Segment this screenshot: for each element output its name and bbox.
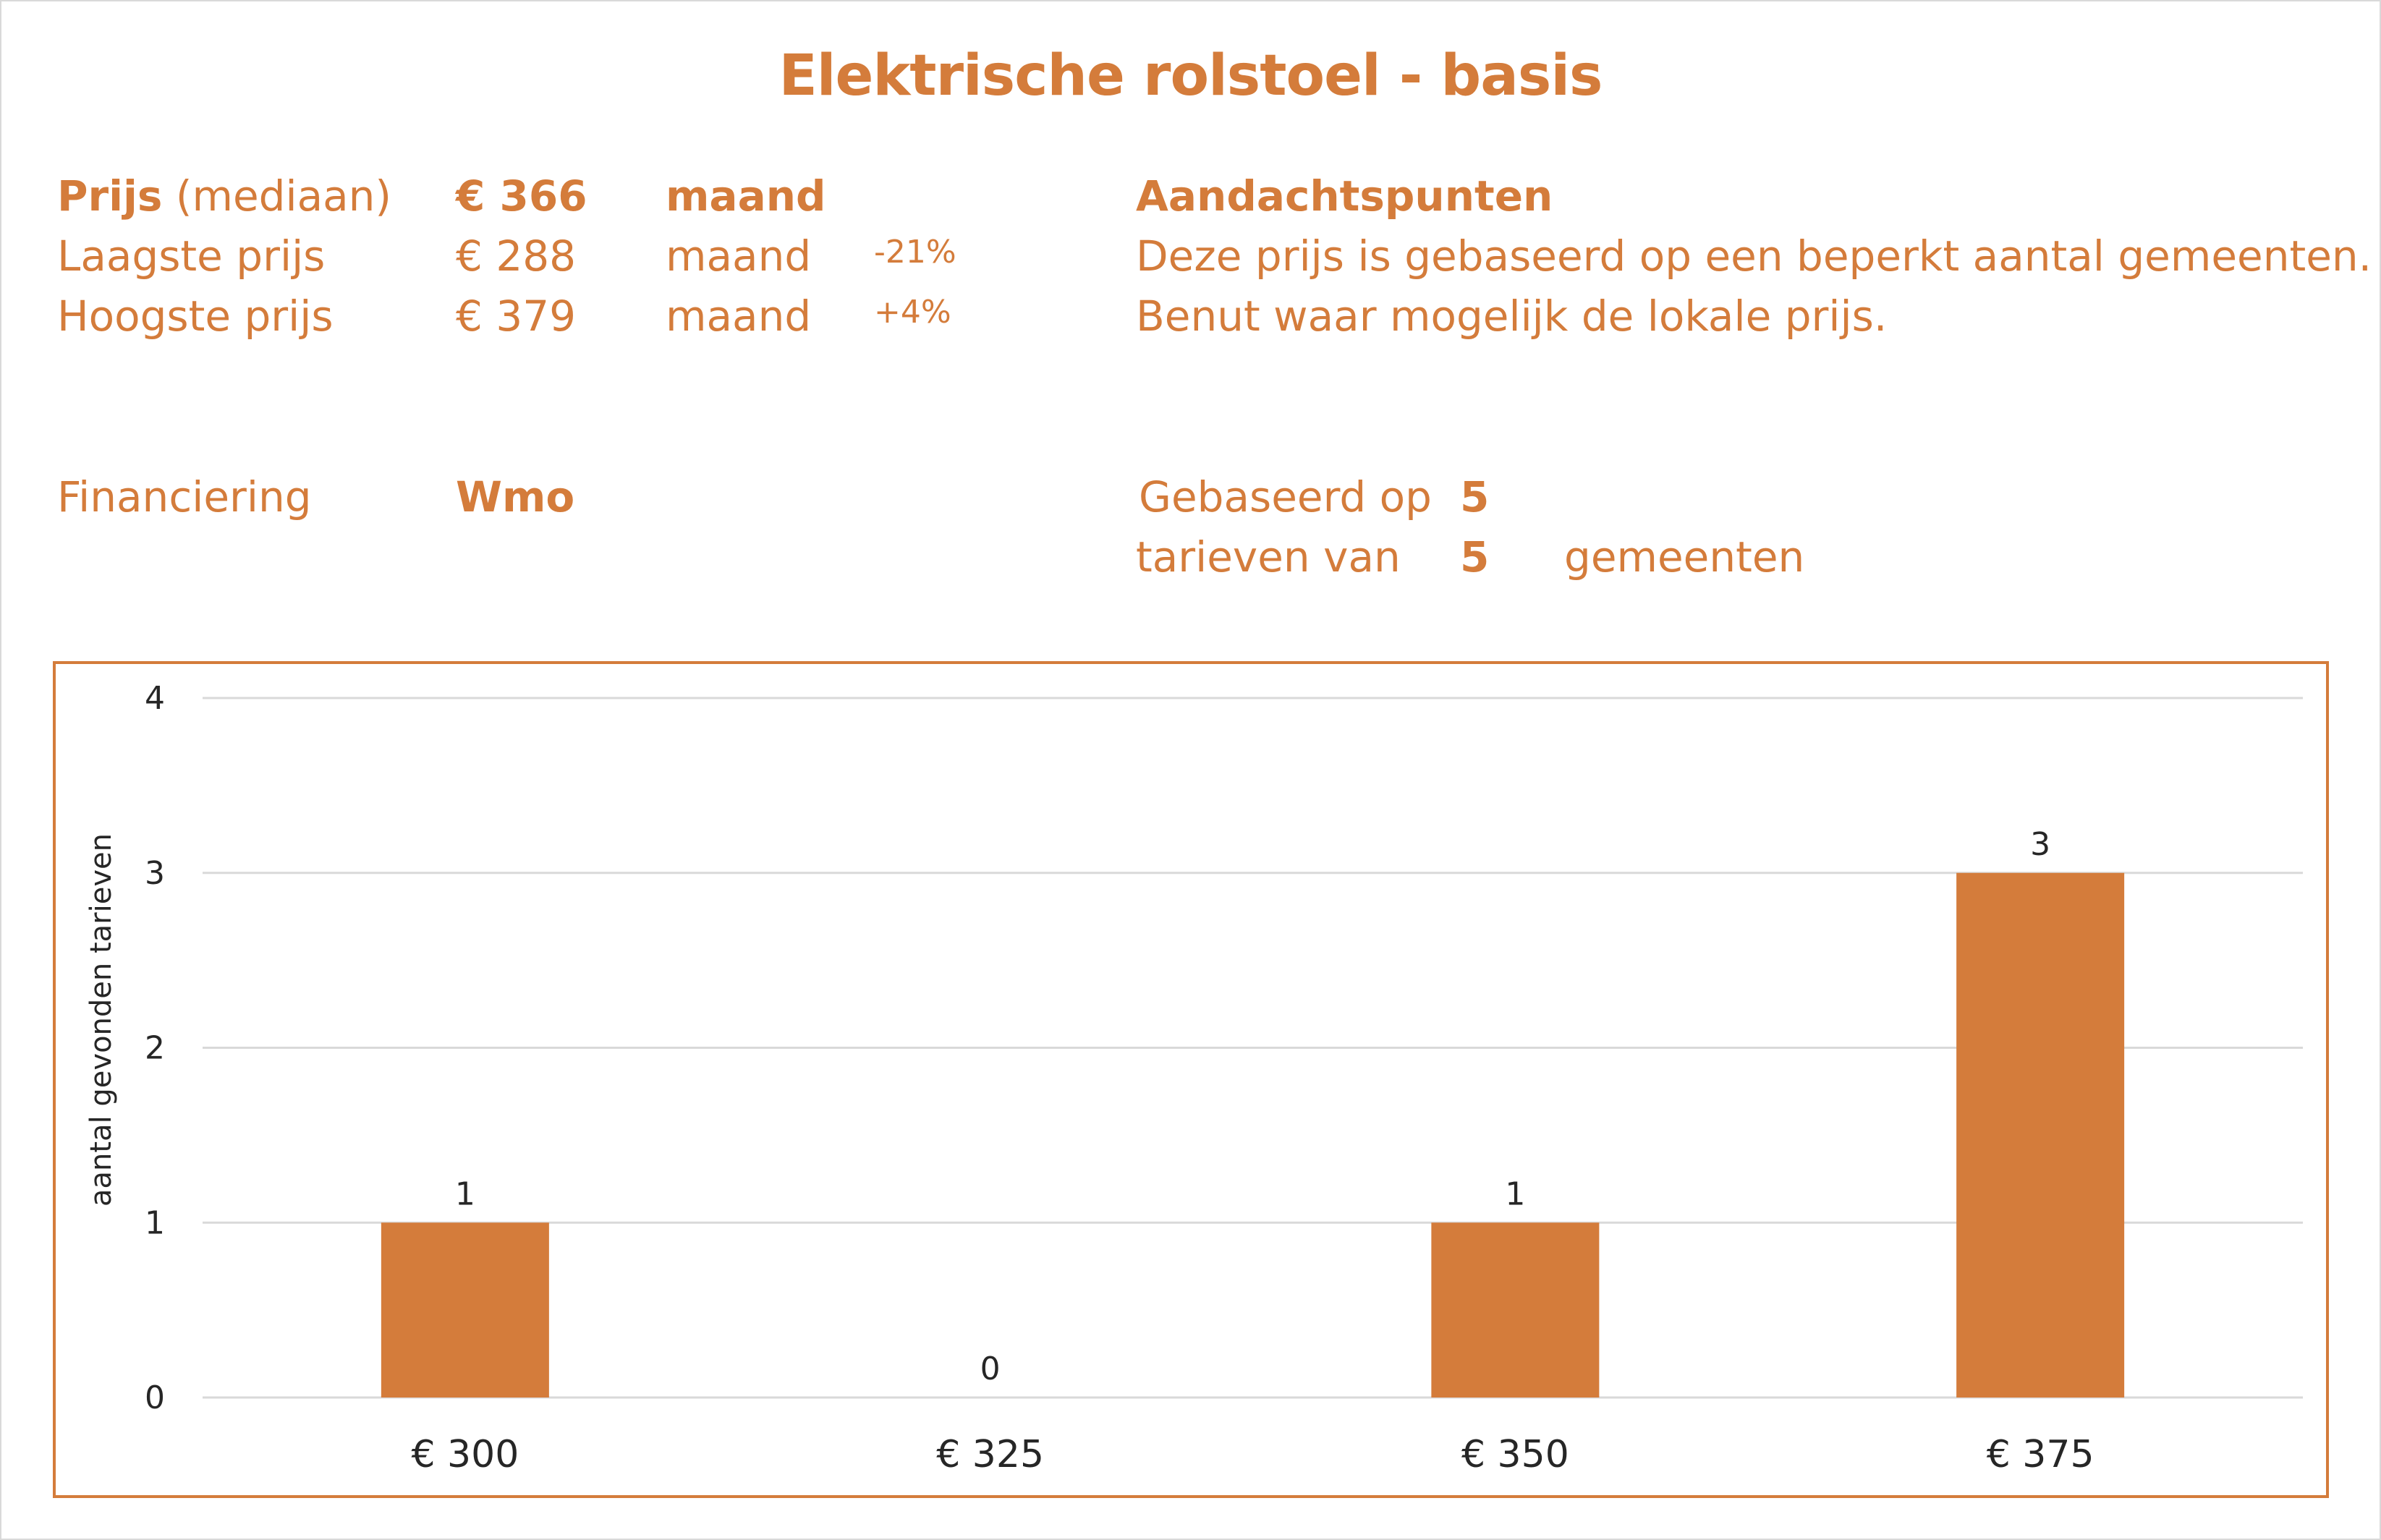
financing-label: Financiering	[57, 472, 312, 522]
y-tick-label: 2	[145, 1030, 165, 1067]
y-tick-label: 1	[145, 1204, 165, 1241]
municipalities-count: 5	[1460, 532, 1490, 582]
lowest-unit: maand	[666, 231, 812, 281]
chart-frame	[53, 661, 2329, 1498]
x-tick-label: € 375	[1987, 1433, 2094, 1476]
x-tick-label: € 325	[936, 1433, 1044, 1476]
x-tick-label: € 350	[1461, 1433, 1569, 1476]
highest-label: Hoogste prijs	[57, 292, 334, 341]
y-tick-label: 4	[145, 680, 165, 717]
bar	[1431, 1222, 1600, 1398]
median-value: € 366	[456, 171, 587, 221]
median-label-rest: (mediaan)	[175, 171, 392, 221]
municipalities-label: gemeenten	[1564, 532, 1805, 582]
y-tick-label: 0	[145, 1379, 165, 1416]
bar	[381, 1222, 549, 1398]
median-unit: maand	[666, 171, 826, 221]
data-label: 1	[1505, 1175, 1525, 1212]
lowest-value: € 288	[456, 231, 577, 281]
rates-count: 5	[1460, 472, 1490, 522]
attention-line-1: Deze prijs is gebaseerd op een beperkt a…	[1136, 231, 2372, 281]
y-axis-title: aantal gevonden tarieven	[85, 833, 118, 1207]
attention-heading: Aandachtspunten	[1136, 171, 1553, 221]
highest-value: € 379	[456, 292, 577, 341]
based-on-label: Gebaseerd op	[1139, 472, 1432, 522]
page-title: Elektrische rolstoel - basis	[778, 43, 1603, 109]
data-label: 0	[980, 1350, 1001, 1387]
financing-value: Wmo	[456, 472, 575, 522]
data-label: 1	[455, 1175, 475, 1212]
highest-unit: maand	[666, 292, 812, 341]
highest-delta: +4%	[874, 294, 951, 331]
y-tick-label: 3	[145, 855, 165, 892]
lowest-delta: -21%	[874, 234, 956, 271]
lowest-label: Laagste prijs	[57, 231, 326, 281]
median-label: Prijs (mediaan)	[57, 175, 391, 217]
median-label-bold: Prijs	[57, 171, 163, 221]
rates-from-label: tarieven van	[1136, 532, 1401, 582]
attention-line-2: Benut waar mogelijk de lokale prijs.	[1136, 292, 1888, 341]
x-tick-label: € 300	[411, 1433, 519, 1476]
data-label: 3	[2030, 826, 2050, 863]
bar	[1956, 872, 2125, 1398]
